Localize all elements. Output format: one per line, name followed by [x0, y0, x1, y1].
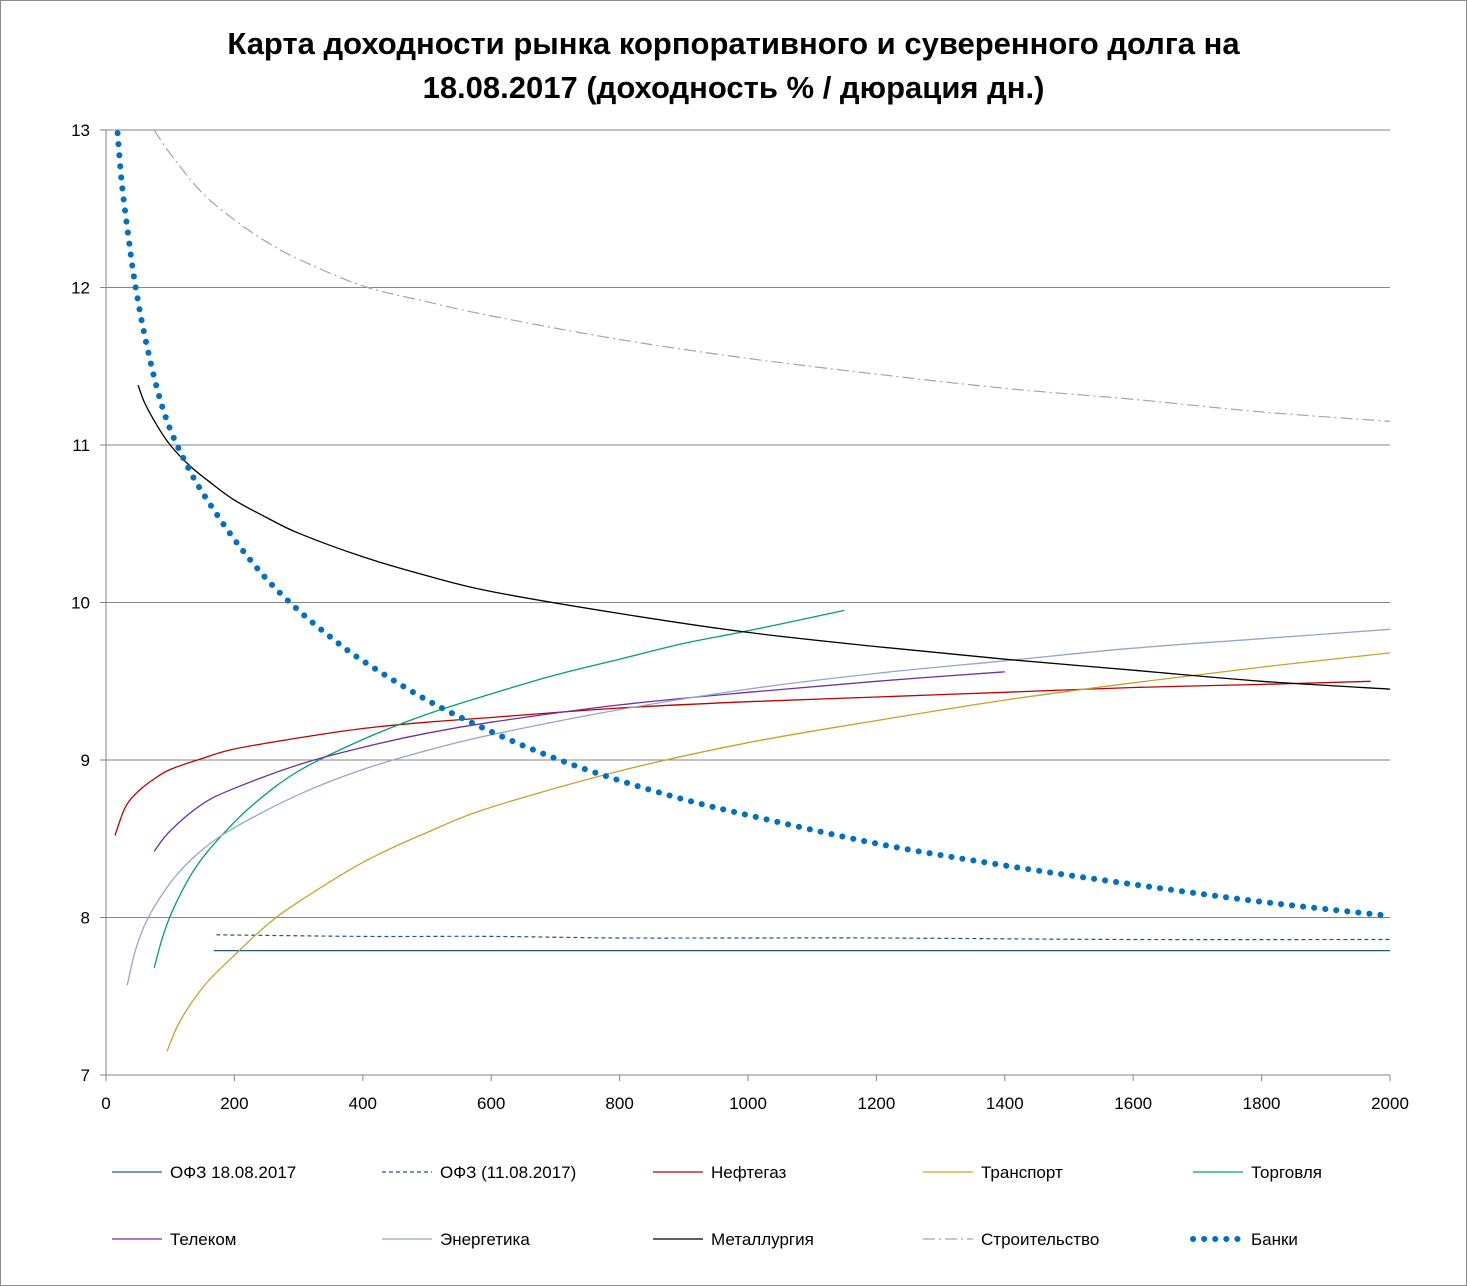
series-group [114, 129, 1393, 1052]
legend-item-5: Торговля [1193, 1163, 1322, 1182]
gridlines [106, 129, 1390, 918]
legend-label: Металлургия [711, 1230, 814, 1249]
x-tick-label: 1800 [1243, 1094, 1281, 1113]
x-tick-label: 1600 [1114, 1094, 1152, 1113]
series-line-5 [153, 609, 845, 969]
chart-title: Карта доходности рынка корпоративного и … [0, 22, 1467, 110]
axes: 7 8 9 10 11 12 13 0 200 400 600 800 1000 1200 1400 1600… [71, 121, 1409, 1113]
series-line-7 [126, 628, 1391, 986]
series-line-9 [153, 129, 1391, 422]
y-tick-label: 12 [71, 279, 90, 298]
legend-label: Телеком [170, 1230, 236, 1249]
series-line-6 [153, 671, 1005, 852]
legend-item-7: Энергетика [382, 1230, 530, 1249]
legend-label: ОФЗ 18.08.2017 [170, 1163, 296, 1182]
x-tick-label: 0 [101, 1094, 110, 1113]
legend-label: Энергетика [440, 1230, 530, 1249]
series-line-10 [114, 130, 1393, 919]
legend-item-2: ОФЗ (11.08.2017) [382, 1163, 576, 1182]
legend-item-1: ОФЗ 18.08.2017 [112, 1163, 296, 1182]
legend-item-9: Строительство [923, 1230, 1099, 1249]
series-line-3 [114, 680, 1371, 836]
legend-label: Строительство [981, 1230, 1099, 1249]
y-tick-label: 9 [81, 751, 90, 770]
chart-title-line-2: 18.08.2017 (доходность % / дюрация дн.) [422, 70, 1045, 105]
legend-item-3: Нефтегаз [653, 1163, 786, 1182]
legend: ОФЗ 18.08.2017 ОФЗ (11.08.2017) Нефтегаз Тр… [112, 1163, 1322, 1249]
x-tick-label: 200 [220, 1094, 248, 1113]
legend-label: Банки [1251, 1230, 1298, 1249]
y-tick-label: 13 [71, 121, 90, 140]
x-tick-label: 2000 [1371, 1094, 1409, 1113]
legend-label: Торговля [1251, 1163, 1322, 1182]
series-line-4 [166, 652, 1391, 1052]
x-tick-label: 1000 [729, 1094, 767, 1113]
y-tick-label: 11 [72, 436, 90, 455]
series-line-2 [216, 934, 1391, 941]
chart-title-line-1: Карта доходности рынка корпоративного и … [227, 26, 1240, 61]
series-line-8 [137, 384, 1391, 690]
x-tick-label: 800 [605, 1094, 633, 1113]
y-tick-label: 7 [81, 1066, 90, 1085]
legend-item-10: Банки [1190, 1230, 1298, 1249]
legend-item-6: Телеком [112, 1230, 236, 1249]
legend-label: ОФЗ (11.08.2017) [440, 1163, 576, 1182]
legend-item-4: Транспорт [923, 1163, 1063, 1182]
y-tick-label: 8 [81, 909, 90, 928]
legend-item-8: Металлургия [653, 1230, 814, 1249]
y-tick-label: 10 [71, 594, 90, 613]
legend-label: Транспорт [981, 1163, 1063, 1182]
x-tick-label: 400 [349, 1094, 377, 1113]
x-tick-label: 1400 [986, 1094, 1024, 1113]
x-tick-label: 1200 [857, 1094, 895, 1113]
x-tick-label: 600 [477, 1094, 505, 1113]
legend-label: Нефтегаз [711, 1163, 786, 1182]
